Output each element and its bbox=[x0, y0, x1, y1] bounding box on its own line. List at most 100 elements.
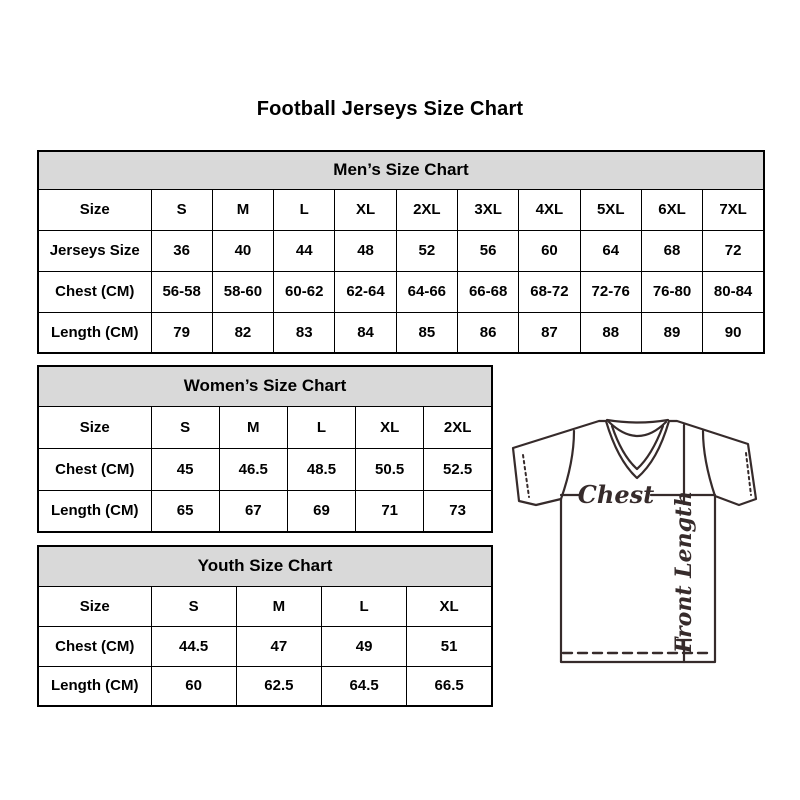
jersey-body bbox=[559, 494, 717, 664]
row-label-cell: Chest (CM) bbox=[37, 270, 152, 313]
value-cell: 64 bbox=[579, 229, 642, 272]
youth-table-title: Youth Size Chart bbox=[37, 545, 493, 587]
jersey-measurement-diagram: Chest Front Length bbox=[500, 400, 776, 666]
value-cell: M bbox=[211, 188, 275, 231]
value-cell: L bbox=[286, 405, 357, 449]
row-label-cell: Jerseys Size bbox=[37, 229, 152, 272]
table-row: Size S M L XL 2XL bbox=[37, 405, 493, 449]
value-cell: L bbox=[320, 585, 408, 627]
value-cell: 83 bbox=[273, 311, 336, 354]
value-cell: 4XL bbox=[518, 188, 581, 231]
table-row: Size S M L XL bbox=[37, 585, 493, 627]
value-cell: 67 bbox=[218, 489, 288, 533]
row-label-cell: Size bbox=[37, 188, 152, 231]
value-cell: 72-76 bbox=[579, 270, 642, 313]
mens-size-chart-table: Men’s Size Chart Size S M L XL 2XL 3XL 4XL 5XL 6XL… bbox=[37, 150, 765, 354]
value-cell: M bbox=[218, 405, 288, 449]
value-cell: 45 bbox=[150, 447, 220, 491]
row-label-cell: Chest (CM) bbox=[37, 625, 152, 667]
mens-table: Men’s Size Chart Size S M L XL 2XL 3XL 4XL 5XL 6XL… bbox=[37, 150, 765, 354]
value-cell: 86 bbox=[456, 311, 520, 354]
table-row: Size S M L XL 2XL 3XL 4XL 5XL 6XL 7XL bbox=[37, 188, 765, 231]
row-label-cell: Length (CM) bbox=[37, 311, 152, 354]
youth-size-chart-table: Youth Size Chart Size S M L XL Chest (CM) 44.5 4… bbox=[37, 545, 493, 707]
value-cell: L bbox=[273, 188, 336, 231]
front-length-measure-line bbox=[675, 638, 693, 664]
value-cell: 7XL bbox=[702, 188, 765, 231]
table-row: Chest (CM) 56-58 58-60 60-62 62-64 64-66 66-68… bbox=[37, 270, 765, 313]
value-cell: 85 bbox=[395, 311, 458, 354]
value-cell: 72 bbox=[702, 229, 765, 272]
jersey-outline-icon: Chest Front Length bbox=[511, 418, 758, 664]
value-cell: 2XL bbox=[423, 405, 493, 449]
row-label-cell: Length (CM) bbox=[37, 489, 152, 533]
value-cell: S bbox=[150, 585, 237, 627]
row-label-cell: Chest (CM) bbox=[37, 447, 152, 491]
value-cell: XL bbox=[355, 405, 425, 449]
value-cell: 49 bbox=[320, 625, 408, 667]
value-cell: 64-66 bbox=[395, 270, 458, 313]
value-cell: 64.5 bbox=[320, 665, 408, 707]
value-cell: 87 bbox=[518, 311, 581, 354]
table-row: Length (CM) 65 67 69 71 73 bbox=[37, 489, 493, 533]
value-cell: 82 bbox=[211, 311, 275, 354]
value-cell: 69 bbox=[286, 489, 357, 533]
value-cell: 56-58 bbox=[150, 270, 213, 313]
value-cell: 60 bbox=[518, 229, 581, 272]
value-cell: XL bbox=[406, 585, 493, 627]
value-cell: 89 bbox=[640, 311, 704, 354]
value-cell: 5XL bbox=[579, 188, 642, 231]
value-cell: 58-60 bbox=[211, 270, 275, 313]
value-cell: 88 bbox=[579, 311, 642, 354]
value-cell: 44.5 bbox=[150, 625, 237, 667]
value-cell: 79 bbox=[150, 311, 213, 354]
table-row: Chest (CM) 44.5 47 49 51 bbox=[37, 625, 493, 667]
value-cell: 40 bbox=[211, 229, 275, 272]
value-cell: 60-62 bbox=[273, 270, 336, 313]
value-cell: M bbox=[235, 585, 323, 627]
page-title: Football Jerseys Size Chart bbox=[256, 98, 524, 120]
front-length-label: Front Length bbox=[671, 491, 697, 654]
value-cell: 51 bbox=[406, 625, 493, 667]
value-cell: 66-68 bbox=[456, 270, 520, 313]
chest-label: Chest bbox=[578, 480, 654, 509]
value-cell: 48.5 bbox=[286, 447, 357, 491]
value-cell: 52 bbox=[395, 229, 458, 272]
mens-table-title: Men’s Size Chart bbox=[37, 150, 765, 190]
value-cell: 44 bbox=[273, 229, 336, 272]
jersey-left-sleeve bbox=[511, 419, 609, 507]
table-row: Jerseys Size 36 40 44 48 52 56 60 64 68 72 bbox=[37, 229, 765, 272]
womens-table: Women’s Size Chart Size S M L XL 2XL Chest (CM)… bbox=[37, 365, 493, 533]
value-cell: 3XL bbox=[456, 188, 520, 231]
value-cell: S bbox=[150, 405, 220, 449]
table-row: Chest (CM) 45 46.5 48.5 50.5 52.5 bbox=[37, 447, 493, 491]
value-cell: 65 bbox=[150, 489, 220, 533]
jersey-right-sleeve bbox=[667, 419, 758, 507]
value-cell: 52.5 bbox=[423, 447, 493, 491]
womens-size-chart-table: Women’s Size Chart Size S M L XL 2XL Chest (CM)… bbox=[37, 365, 493, 533]
row-label-cell: Length (CM) bbox=[37, 665, 152, 707]
value-cell: 48 bbox=[334, 229, 397, 272]
value-cell: 36 bbox=[150, 229, 213, 272]
value-cell: 71 bbox=[355, 489, 425, 533]
value-cell: 62-64 bbox=[334, 270, 397, 313]
value-cell: XL bbox=[334, 188, 397, 231]
value-cell: 76-80 bbox=[640, 270, 704, 313]
value-cell: S bbox=[150, 188, 213, 231]
value-cell: 2XL bbox=[395, 188, 458, 231]
value-cell: 66.5 bbox=[406, 665, 493, 707]
value-cell: 60 bbox=[150, 665, 237, 707]
value-cell: 62.5 bbox=[235, 665, 323, 707]
value-cell: 47 bbox=[235, 625, 323, 667]
youth-table: Youth Size Chart Size S M L XL Chest (CM) 44.5 4… bbox=[37, 545, 493, 707]
womens-table-title: Women’s Size Chart bbox=[37, 365, 493, 407]
value-cell: 68 bbox=[640, 229, 704, 272]
table-row: Length (CM) 79 82 83 84 85 86 87 88 89 90 bbox=[37, 311, 765, 354]
value-cell: 46.5 bbox=[218, 447, 288, 491]
value-cell: 56 bbox=[456, 229, 520, 272]
value-cell: 68-72 bbox=[518, 270, 581, 313]
value-cell: 84 bbox=[334, 311, 397, 354]
value-cell: 6XL bbox=[640, 188, 704, 231]
value-cell: 50.5 bbox=[355, 447, 425, 491]
value-cell: 90 bbox=[702, 311, 765, 354]
